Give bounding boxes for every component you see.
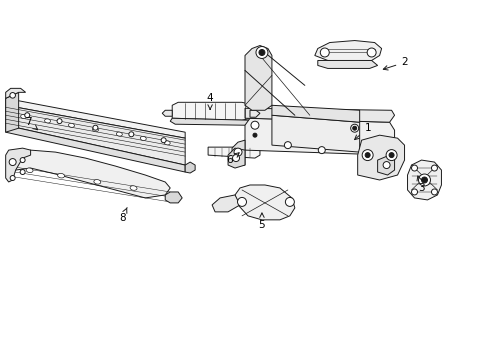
Circle shape	[25, 113, 30, 118]
Ellipse shape	[20, 114, 26, 118]
Circle shape	[250, 121, 259, 129]
Polygon shape	[235, 185, 294, 220]
Polygon shape	[6, 105, 185, 165]
Circle shape	[320, 48, 328, 57]
Circle shape	[10, 93, 16, 98]
Ellipse shape	[58, 174, 64, 178]
Ellipse shape	[44, 119, 50, 123]
Ellipse shape	[164, 141, 170, 145]
Polygon shape	[6, 88, 25, 98]
Circle shape	[421, 177, 427, 183]
Text: 2: 2	[383, 58, 407, 70]
Text: 5: 5	[258, 213, 264, 230]
Circle shape	[284, 141, 291, 149]
Text: 6: 6	[226, 153, 239, 165]
Circle shape	[234, 148, 242, 156]
Ellipse shape	[68, 123, 74, 127]
Circle shape	[128, 132, 134, 137]
Circle shape	[430, 165, 437, 171]
Polygon shape	[271, 115, 359, 152]
Circle shape	[430, 189, 437, 195]
Circle shape	[237, 197, 246, 206]
Polygon shape	[6, 92, 19, 132]
Text: 8: 8	[119, 208, 127, 223]
Circle shape	[57, 119, 62, 123]
Text: 3: 3	[416, 176, 424, 193]
Circle shape	[9, 159, 16, 166]
Polygon shape	[162, 110, 172, 116]
Circle shape	[352, 126, 356, 130]
Circle shape	[411, 165, 417, 171]
Polygon shape	[357, 135, 404, 180]
Ellipse shape	[130, 186, 137, 190]
Polygon shape	[185, 162, 195, 173]
Circle shape	[285, 197, 294, 206]
Polygon shape	[249, 110, 260, 117]
Ellipse shape	[140, 136, 146, 140]
Polygon shape	[6, 148, 31, 182]
Circle shape	[388, 153, 393, 158]
Polygon shape	[208, 147, 260, 158]
Circle shape	[93, 125, 98, 130]
Circle shape	[20, 170, 25, 175]
Polygon shape	[244, 108, 394, 122]
Text: 1: 1	[354, 123, 370, 140]
Circle shape	[350, 124, 358, 132]
Polygon shape	[407, 160, 441, 200]
Polygon shape	[6, 125, 185, 172]
Text: 4: 4	[206, 93, 213, 109]
Ellipse shape	[26, 168, 33, 172]
Ellipse shape	[94, 180, 101, 184]
Circle shape	[20, 158, 25, 163]
Polygon shape	[170, 118, 251, 125]
Polygon shape	[232, 140, 244, 165]
Circle shape	[232, 154, 239, 162]
Text: 7: 7	[25, 117, 38, 130]
Ellipse shape	[116, 132, 122, 136]
Circle shape	[362, 150, 372, 161]
Polygon shape	[377, 155, 394, 175]
Ellipse shape	[92, 128, 98, 132]
Circle shape	[386, 150, 396, 161]
Polygon shape	[314, 41, 381, 62]
Polygon shape	[271, 105, 359, 122]
Circle shape	[411, 189, 417, 195]
Circle shape	[418, 174, 429, 186]
Polygon shape	[227, 148, 244, 168]
Circle shape	[365, 153, 369, 158]
Polygon shape	[244, 118, 394, 155]
Polygon shape	[165, 192, 182, 203]
Polygon shape	[317, 60, 377, 68]
Circle shape	[259, 50, 264, 55]
Polygon shape	[9, 150, 170, 198]
Circle shape	[161, 138, 166, 143]
Polygon shape	[172, 102, 254, 120]
Polygon shape	[244, 45, 271, 110]
Polygon shape	[212, 195, 240, 212]
Circle shape	[252, 133, 256, 137]
Circle shape	[366, 48, 375, 57]
Polygon shape	[6, 98, 185, 138]
Circle shape	[10, 176, 15, 180]
Circle shape	[318, 147, 325, 154]
Circle shape	[255, 46, 267, 58]
Circle shape	[382, 162, 389, 168]
